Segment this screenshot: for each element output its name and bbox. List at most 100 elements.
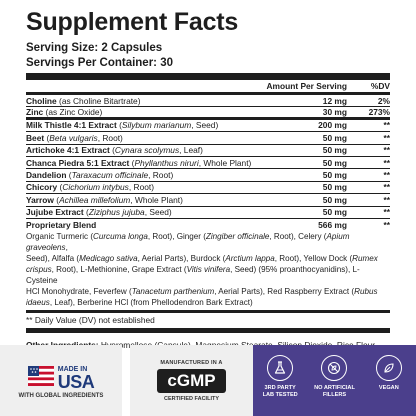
ingredient-source-post: , Root) — [128, 182, 155, 193]
blend-text: Organic Turmeric ( — [26, 232, 94, 242]
ingredient-source-pre: ( — [57, 182, 63, 193]
quality-icons-badge: 3RD PARTY LAB TESTED NO ARTIFICIAL FILLERS… — [253, 345, 416, 416]
ingredient-latin-name: Ziziphus jujuba — [88, 207, 145, 218]
blend-text: , Leaf), Berberine HCl (from Phellodendr… — [49, 298, 253, 308]
badge-strip: MADE IN USA WITH GLOBAL INGREDIENTS MANU… — [0, 345, 416, 416]
ingredient-latin-name: Beta vulgaris — [49, 132, 98, 143]
blend-text: , Aerial Parts), Red Raspberry Extract ( — [214, 287, 355, 297]
ingredient-source-post: , Whole Plant) — [130, 194, 183, 205]
cgmp-top-label: MANUFACTURED IN A — [160, 359, 223, 366]
blend-latin: Vitis vinifera — [186, 265, 231, 275]
ingredient-dv: ** — [383, 132, 390, 143]
blend-text: , Aerial Parts), Burdock ( — [137, 254, 226, 264]
ingredient-source-pre: ( — [109, 145, 115, 156]
ingredient-dv: ** — [383, 157, 390, 168]
flask-icon — [267, 355, 294, 381]
made-in-usa-badge: MADE IN USA WITH GLOBAL INGREDIENTS — [0, 345, 122, 416]
ingredient-amount: 200 mg — [318, 120, 347, 131]
nutrient-dv: 273% — [368, 107, 390, 118]
ingredient-name: Jujube Extract — [26, 207, 84, 218]
supplement-facts-panel: Supplement Facts Serving Size: 2 Capsule… — [26, 8, 390, 350]
ingredient-source-pre: ( — [53, 194, 60, 205]
cgmp-badge: MANUFACTURED IN A cGMP CERTIFIED FACILIT… — [130, 345, 253, 416]
ingredient-row: Chanca Piedra 5:1 Extract (Phyllanthus n… — [26, 157, 390, 170]
ingredient-source-post: , Whole Plant) — [198, 157, 252, 168]
ingredient-row: Artichoke 4:1 Extract (Cynara scolymus, … — [26, 145, 390, 157]
ingredient-latin-name: Achillea millefolium — [59, 194, 131, 205]
table-header: Amount Per Serving %DV — [26, 80, 390, 92]
blend-text: HCl Monohydrate, Feverfew ( — [26, 287, 132, 297]
ingredient-source-pre: ( — [116, 120, 122, 131]
lab-tested-line1: 3RD PARTY — [264, 385, 296, 391]
no-fillers-item: NO ARTIFICIAL FILLERS — [309, 355, 359, 399]
made-in-label: MADE IN — [57, 365, 88, 373]
ingredient-dv: ** — [383, 194, 390, 205]
blend-text: , Root), Celery ( — [269, 232, 327, 242]
blend-latin: Rubus — [354, 287, 378, 297]
lab-tested-line2: LAB TESTED — [262, 392, 298, 398]
ingredient-source-pre: ( — [66, 170, 72, 181]
blend-text: , Root), Ginger ( — [147, 232, 206, 242]
ingredient-source-pre: ( — [83, 207, 89, 218]
blend-latin: crispus — [26, 265, 52, 275]
ingredient-amount: 50 mg — [322, 145, 347, 156]
footer-divider — [26, 328, 390, 334]
ingredient-row: Yarrow (Achillea millefolium, Whole Plan… — [26, 194, 390, 207]
nutrient-amount: 30 mg — [322, 107, 347, 118]
usa-label: USA — [57, 371, 95, 392]
ingredient-amount: 50 mg — [322, 182, 347, 193]
ingredient-source-post: , Seed) — [191, 120, 219, 131]
leaf-icon — [375, 355, 402, 381]
blend-latin: Zingiber officinale — [205, 232, 270, 242]
ingredient-dv: ** — [383, 120, 390, 131]
ingredient-latin-name: Cichorium intybus — [62, 182, 129, 193]
ingredient-source-post: , Root) — [97, 132, 123, 143]
serving-size: Serving Size: 2 Capsules — [26, 42, 163, 54]
blend-latin: Curcuma longa — [93, 232, 148, 242]
ingredient-latin-name: Taraxacum officinale — [71, 170, 149, 181]
nutrient-source: (as Choline Bitartrate) — [56, 95, 141, 106]
ingredient-amount: 50 mg — [322, 157, 347, 168]
nutrient-rows: Choline (as Choline Bitartrate) 12 mg 2%… — [26, 95, 390, 231]
ingredient-amount: 50 mg — [322, 170, 347, 181]
nutrient-source: (as Zinc Oxide) — [43, 107, 103, 118]
ingredient-name: Milk Thistle 4:1 Extract — [26, 120, 117, 131]
dv-header: %DV — [370, 81, 390, 91]
blend-text: , Seed) (95% proanthocyanidins), L-Cyste… — [26, 265, 360, 286]
ingredient-name: Dandelion — [26, 170, 67, 181]
header-divider — [26, 92, 390, 95]
ingredient-latin-name: Silybum marianum — [121, 120, 192, 131]
global-ingredients-label: WITH GLOBAL INGREDIENTS — [18, 392, 104, 399]
nutrient-row: Choline (as Choline Bitartrate) 12 mg 2% — [26, 95, 390, 108]
ingredient-dv: ** — [383, 170, 390, 181]
blend-text: , Root), L-Methionine, Grape Extract ( — [51, 265, 187, 275]
ingredient-dv: ** — [383, 145, 390, 156]
ingredient-source-pre: ( — [129, 157, 135, 168]
blend-latin: Medicago sativa — [79, 254, 138, 264]
servings-per-container: Servings Per Container: 30 — [26, 57, 173, 69]
ingredient-name: Yarrow — [26, 194, 54, 205]
blend-latin: Rumex — [352, 254, 378, 264]
ingredient-source-post: , Root) — [148, 170, 174, 181]
nutrient-amount: 12 mg — [322, 95, 347, 106]
blend-latin: Arctium lappa — [225, 254, 275, 264]
ingredient-dv: ** — [383, 182, 390, 193]
vegan-item: VEGAN — [364, 355, 414, 392]
no-artificial-icon — [321, 355, 348, 381]
blend-text: Seed), Alfalfa ( — [26, 254, 80, 264]
ingredient-name: Chanca Piedra 5:1 Extract — [26, 157, 130, 168]
blend-dv: ** — [383, 220, 390, 231]
nutrient-dv: 2% — [377, 95, 390, 106]
cgmp-label: cGMP — [157, 368, 226, 393]
ingredient-latin-name: Phyllanthus niruri — [134, 157, 199, 168]
ingredient-row: Milk Thistle 4:1 Extract (Silybum marian… — [26, 120, 390, 133]
nutrient-name: Zinc — [26, 107, 44, 118]
blend-text: , — [65, 243, 68, 253]
no-fillers-line2: FILLERS — [322, 392, 347, 398]
cgmp-bottom-label: CERTIFIED FACILITY — [164, 395, 219, 402]
blend-row: Proprietary Blend 566 mg ** — [26, 219, 390, 231]
ingredient-amount: 50 mg — [322, 132, 347, 143]
usa-flag-icon — [27, 365, 54, 386]
ingredient-source-post: , Seed) — [144, 207, 172, 218]
vegan-line1: VEGAN — [378, 385, 399, 391]
